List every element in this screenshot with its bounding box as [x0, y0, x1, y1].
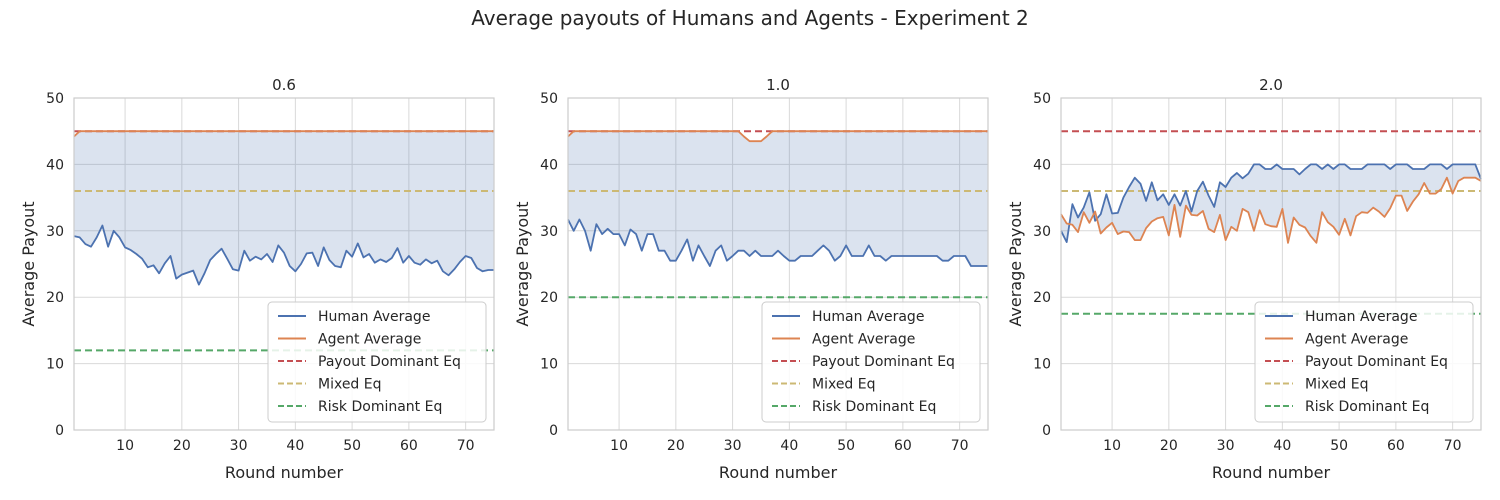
legend-box	[1254, 301, 1474, 423]
x-tick-label: 40	[286, 438, 304, 454]
y-axis-label: Average Payout	[513, 201, 532, 326]
subplot-title: 2.0	[1259, 76, 1283, 94]
legend-label: Payout Dominant Eq	[318, 354, 461, 370]
legend-box	[267, 301, 487, 423]
legend: Human Average Agent Average Payout Dominan…	[267, 301, 487, 423]
x-tick-label: 50	[837, 438, 855, 454]
y-tick-label: 50	[540, 91, 558, 107]
plot-frame	[73, 97, 495, 431]
legend-label: Risk Dominant Eq	[812, 399, 936, 415]
y-tick-label: 40	[540, 157, 558, 173]
y-tick-label: 20	[540, 290, 558, 306]
x-tick-label: 10	[116, 438, 134, 454]
y-tick-label: 0	[55, 423, 64, 439]
y-tick-label: 50	[46, 91, 64, 107]
y-tick-label: 40	[1033, 157, 1051, 173]
y-axis-label: Average Payout	[1006, 201, 1025, 326]
legend-label: Agent Average	[812, 332, 915, 348]
series-line-agent-average	[1060, 176, 1482, 244]
legend-label: Human Average	[1305, 309, 1417, 325]
x-tick-label: 50	[343, 438, 361, 454]
y-tick-label: 50	[1033, 91, 1051, 107]
x-tick-label: 20	[667, 438, 685, 454]
y-tick-label: 20	[46, 290, 64, 306]
figure-suptitle: Average payouts of Humans and Agents - E…	[471, 6, 1029, 30]
x-tick-label: 50	[1330, 438, 1348, 454]
fill-between-region	[568, 131, 988, 266]
legend: Human Average Agent Average Payout Dominan…	[761, 301, 981, 423]
fill-between-region	[74, 131, 494, 285]
legend-label: Human Average	[318, 309, 430, 325]
y-tick-label: 30	[540, 224, 558, 240]
legend-label: Human Average	[812, 309, 924, 325]
subplot-title: 1.0	[766, 76, 790, 94]
chart-panel-0: 10 20 30 40 50 60 70 0 10 20 30 40 50 0.6 Round number…	[19, 76, 495, 482]
legend-label: Risk Dominant Eq	[318, 399, 442, 415]
x-axis-label: Round number	[1212, 463, 1331, 482]
x-tick-label: 20	[1160, 438, 1178, 454]
legend: Human Average Agent Average Payout Dominan…	[1254, 301, 1474, 423]
x-tick-label: 70	[1444, 438, 1462, 454]
legend-label: Payout Dominant Eq	[1305, 354, 1448, 370]
x-tick-label: 60	[1387, 438, 1405, 454]
legend-label: Mixed Eq	[1305, 377, 1369, 393]
y-tick-label: 0	[1042, 423, 1051, 439]
legend-label: Agent Average	[318, 332, 421, 348]
plot-frame	[1060, 97, 1482, 431]
subplot-title: 0.6	[272, 76, 296, 94]
x-axis-label: Round number	[225, 463, 344, 482]
y-axis-label: Average Payout	[19, 201, 38, 326]
series-line-human-average	[1060, 163, 1482, 244]
legend-label: Mixed Eq	[812, 377, 876, 393]
y-tick-label: 10	[1033, 357, 1051, 373]
series-line-human-average	[73, 224, 494, 286]
y-tick-label: 20	[1033, 290, 1051, 306]
legend-label: Payout Dominant Eq	[812, 354, 955, 370]
series-line-human-average	[567, 218, 988, 267]
chart-panel-1: 10 20 30 40 50 60 70 0 10 20 30 40 50 1.0 Round number…	[513, 76, 989, 482]
x-tick-label: 60	[400, 438, 418, 454]
x-axis-label: Round number	[719, 463, 838, 482]
legend-box	[761, 301, 981, 423]
y-tick-label: 10	[46, 357, 64, 373]
y-tick-label: 0	[549, 423, 558, 439]
y-tick-label: 10	[540, 357, 558, 373]
y-tick-label: 30	[1033, 224, 1051, 240]
plot-frame	[567, 97, 989, 431]
legend-label: Risk Dominant Eq	[1305, 399, 1429, 415]
x-tick-label: 70	[951, 438, 969, 454]
series-line-agent-average	[73, 130, 494, 138]
x-tick-label: 30	[1217, 438, 1235, 454]
x-tick-label: 30	[230, 438, 248, 454]
x-tick-label: 60	[894, 438, 912, 454]
y-tick-label: 30	[46, 224, 64, 240]
series-line-agent-average	[567, 130, 988, 143]
x-tick-label: 20	[173, 438, 191, 454]
x-tick-label: 10	[610, 438, 628, 454]
chart-panel-2: 10 20 30 40 50 60 70 0 10 20 30 40 50 2.0 Round number…	[1006, 76, 1482, 482]
legend-label: Agent Average	[1305, 332, 1408, 348]
x-tick-label: 40	[1273, 438, 1291, 454]
x-tick-label: 40	[780, 438, 798, 454]
legend-label: Mixed Eq	[318, 377, 382, 393]
x-tick-label: 10	[1103, 438, 1121, 454]
x-tick-label: 70	[457, 438, 475, 454]
y-tick-label: 40	[46, 157, 64, 173]
x-tick-label: 30	[724, 438, 742, 454]
